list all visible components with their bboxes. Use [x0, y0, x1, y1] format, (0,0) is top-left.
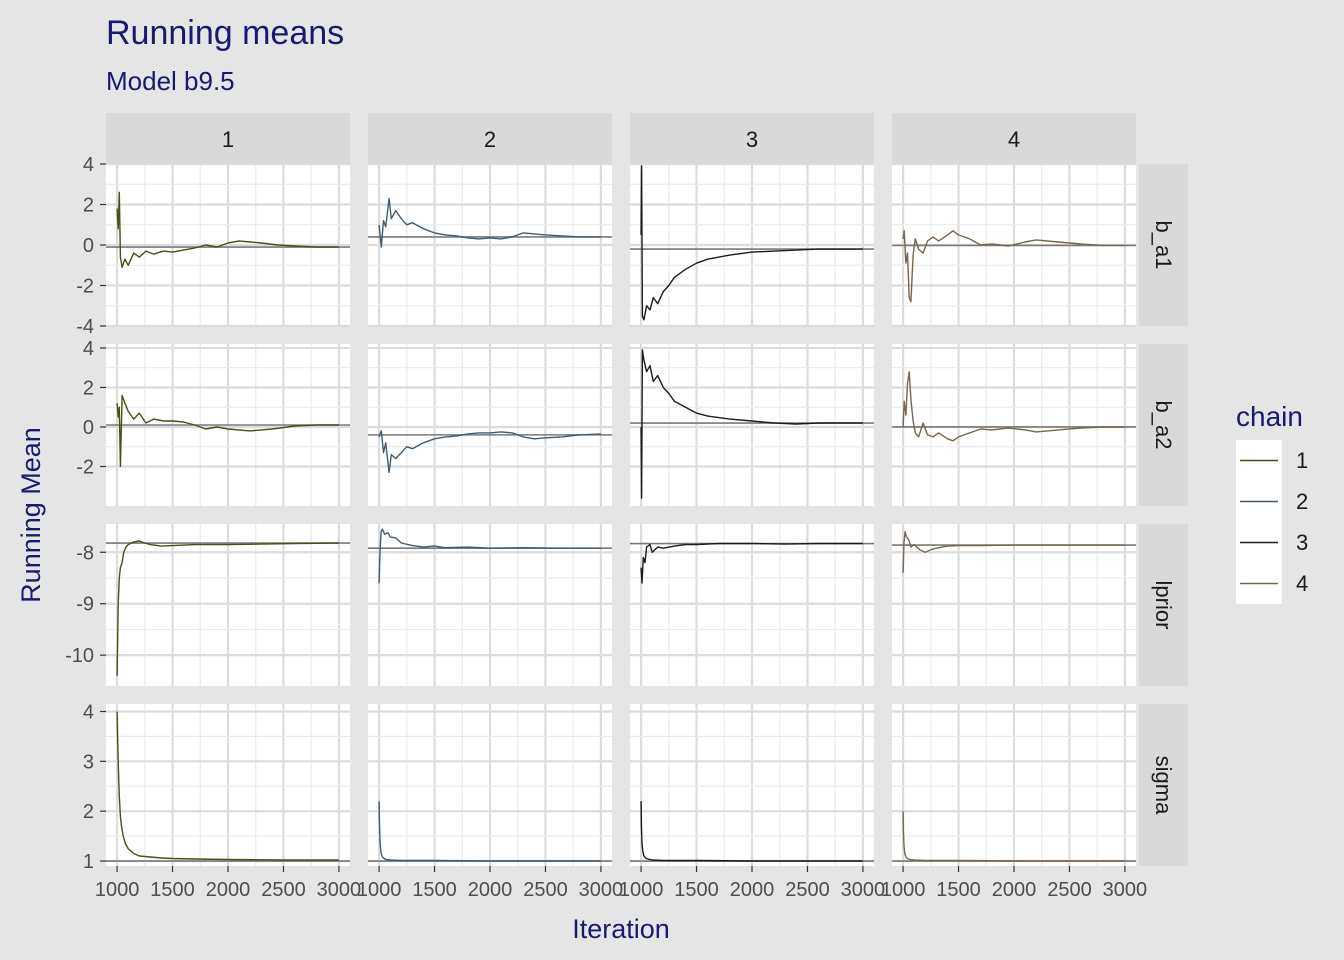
facet-strip-col-label: 3 [746, 127, 758, 152]
panel-lprior-chain-4 [892, 524, 1136, 686]
panel-b_a1-chain-3 [630, 162, 874, 328]
facet-strip-row-lprior [1139, 524, 1188, 686]
y-tick-label: -2 [76, 456, 94, 478]
panel-sigma-chain-1 [106, 704, 350, 866]
series-line-chain-2 [378, 528, 601, 584]
panel-sigma-chain-2 [368, 704, 612, 866]
panel-sigma-chain-4 [892, 704, 1136, 866]
legend-label: 4 [1296, 571, 1308, 596]
legend-label: 2 [1296, 489, 1308, 514]
y-tick-label: -10 [65, 645, 94, 667]
x-tick-label: 1500 [412, 879, 457, 901]
series-line-chain-1 [116, 394, 339, 468]
x-tick-label: 1500 [674, 879, 719, 901]
x-tick-label: 2000 [468, 879, 513, 901]
y-tick-label: 1 [83, 851, 94, 873]
panel-b_a2-chain-4 [892, 344, 1136, 506]
x-tick-label: 2000 [730, 879, 775, 901]
legend-label: 1 [1296, 448, 1308, 473]
series-line-chain-3 [640, 542, 863, 584]
series-line-chain-2 [378, 801, 601, 862]
facet-strip-col-1 [106, 113, 350, 164]
y-axis-title: Running Mean [16, 427, 46, 603]
panel-lprior-chain-3 [630, 524, 874, 686]
y-tick-label: 4 [83, 701, 94, 723]
x-tick-label: 3000 [1103, 879, 1148, 901]
facet-strip-row-label: sigma [1151, 756, 1176, 815]
legend-label: 3 [1296, 530, 1308, 555]
x-tick-label: 3000 [317, 879, 362, 901]
series-line-chain-4 [902, 371, 1125, 442]
series-line-chain-1 [116, 540, 339, 676]
x-tick-label: 1500 [936, 879, 981, 901]
panel-lprior-chain-2 [368, 524, 612, 686]
facet-strip-row-sigma [1139, 704, 1188, 866]
facet-strip-row-label: b_a2 [1151, 401, 1176, 450]
facet-strip-col-2 [368, 113, 612, 164]
facet-strip-col-label: 2 [484, 127, 496, 152]
x-tick-label: 2500 [261, 879, 306, 901]
x-tick-label: 1000 [95, 879, 140, 901]
panel-b_a2-chain-2 [368, 344, 612, 506]
y-tick-label: 3 [83, 751, 94, 773]
x-tick-label: 1000 [619, 879, 664, 901]
x-axis-title: Iteration [572, 914, 670, 944]
series-line-chain-4 [902, 811, 1125, 862]
series-line-chain-2 [378, 430, 601, 474]
facet-strip-row-label: b_a1 [1151, 221, 1176, 270]
series-line-chain-1 [116, 711, 339, 861]
facet-strip-row-label: lprior [1151, 581, 1176, 630]
facet-strip-col-label: 4 [1008, 127, 1020, 152]
facet-strip-row-b_a2 [1139, 344, 1188, 506]
series-line-chain-4 [902, 531, 1125, 573]
y-tick-label: 0 [83, 417, 94, 439]
x-tick-label: 2000 [206, 879, 251, 901]
panel-b_a1-chain-4 [892, 162, 1136, 328]
series-line-chain-3 [640, 349, 863, 499]
facet-strip-row-b_a1 [1139, 164, 1188, 326]
x-tick-label: 3000 [579, 879, 624, 901]
y-tick-label: 0 [83, 235, 94, 257]
y-tick-label: 4 [83, 154, 94, 176]
panel-lprior-chain-1 [106, 524, 350, 686]
panel-b_a1-chain-2 [368, 162, 612, 328]
panel-b_a2-chain-1 [106, 344, 350, 506]
y-tick-label: -8 [76, 542, 94, 564]
facet-strip-col-4 [892, 113, 1136, 164]
series-line-chain-3 [640, 165, 863, 321]
panel-sigma-chain-3 [630, 704, 874, 866]
legend: chain 1 2 3 4 [1236, 401, 1308, 604]
y-tick-label: -2 [76, 276, 94, 298]
series-line-chain-3 [640, 801, 863, 862]
series-line-chain-2 [378, 197, 601, 248]
y-tick-label: 4 [83, 338, 94, 360]
x-tick-label: 1000 [357, 879, 402, 901]
facet-strip-col-label: 1 [222, 127, 234, 152]
panel-b_a1-chain-1 [106, 162, 350, 328]
y-tick-label: -4 [76, 316, 94, 338]
series-line-chain-4 [902, 230, 1125, 303]
y-tick-label: 2 [83, 377, 94, 399]
facet-strip-col-3 [630, 113, 874, 164]
x-tick-label: 2500 [785, 879, 830, 901]
x-tick-label: 2000 [992, 879, 1037, 901]
series-line-chain-1 [116, 191, 339, 268]
legend-title: chain [1236, 401, 1303, 432]
chart-subtitle: Model b9.5 [106, 66, 235, 96]
x-tick-label: 1000 [881, 879, 926, 901]
x-tick-label: 2500 [523, 879, 568, 901]
y-tick-label: -9 [76, 594, 94, 616]
y-tick-label: 2 [83, 195, 94, 217]
y-tick-label: 2 [83, 801, 94, 823]
panel-b_a2-chain-3 [630, 344, 874, 506]
x-tick-label: 3000 [841, 879, 886, 901]
x-tick-label: 1500 [150, 879, 195, 901]
x-tick-label: 2500 [1047, 879, 1092, 901]
chart-title: Running means [106, 14, 344, 52]
